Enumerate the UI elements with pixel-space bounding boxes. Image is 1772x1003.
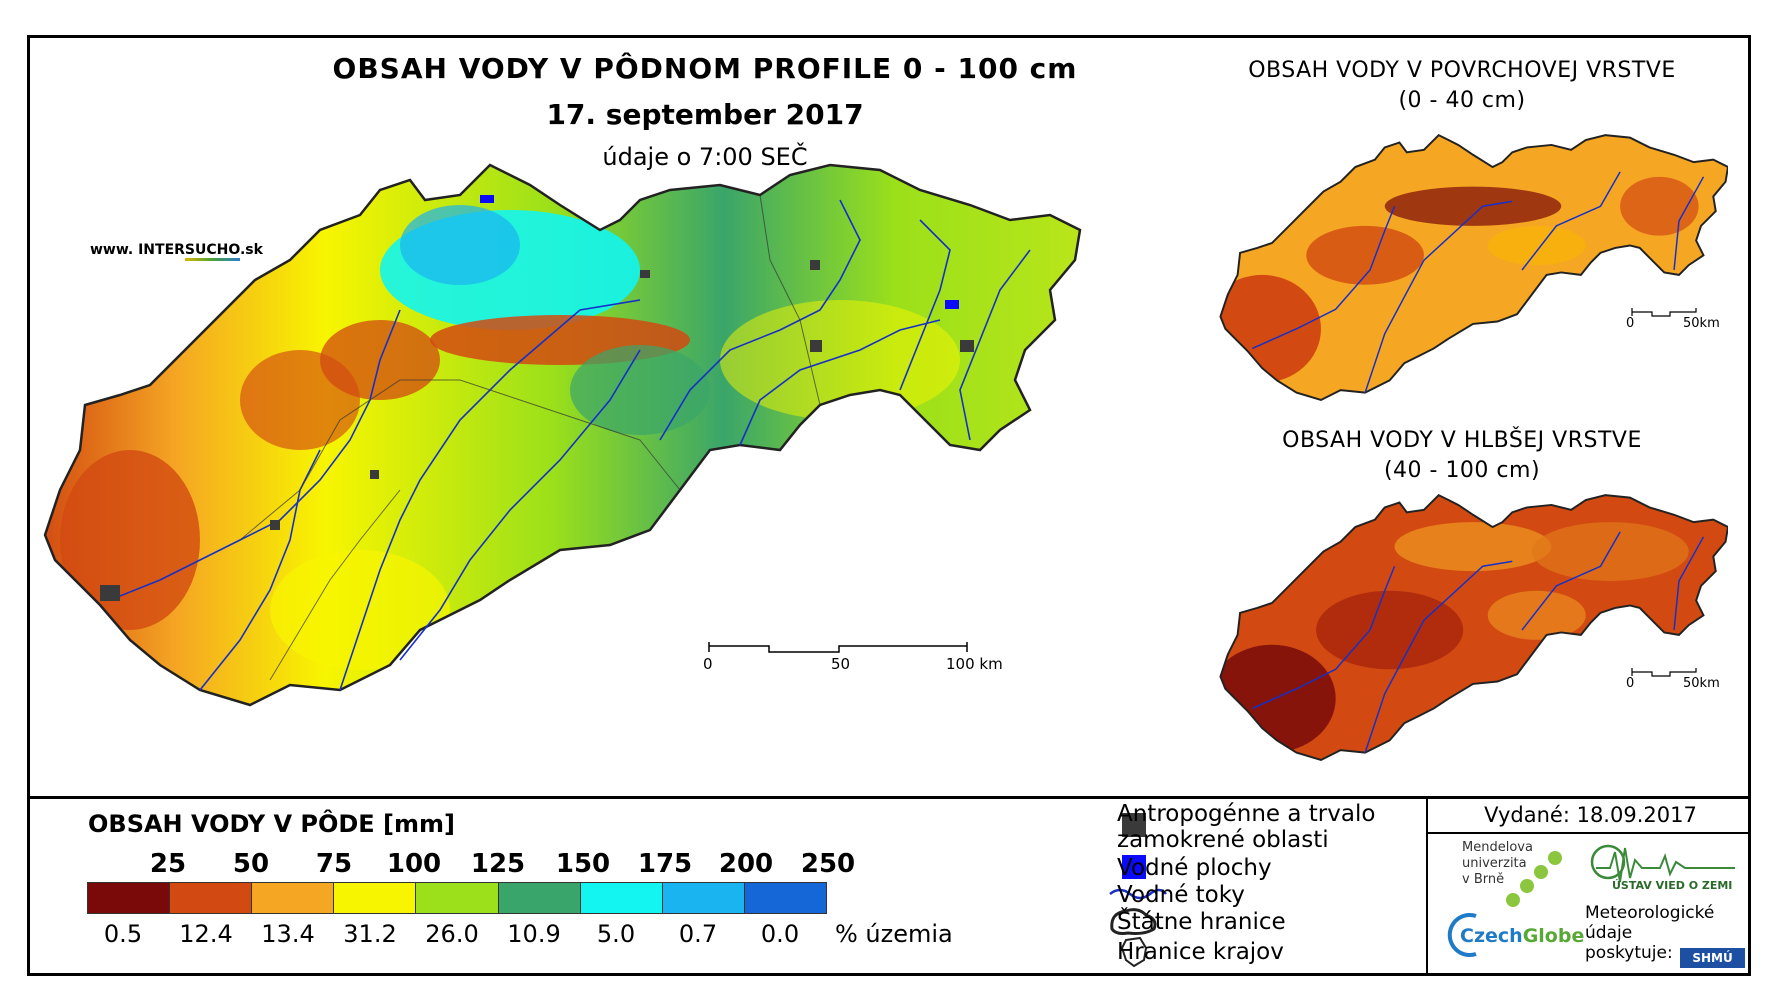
inset-deep-map (1219, 493, 1728, 762)
legend-percent-unit: % územia (835, 920, 953, 948)
legend-percent: 0.7 (678, 920, 718, 948)
legend-tick: 150 (555, 849, 611, 879)
brand-suffix: .sk (239, 242, 263, 258)
legend-state-border: Štátne hranice (1117, 909, 1286, 935)
inset-deep-title: OBSAH VODY V HLBŠEJ VRSTVE (1282, 428, 1642, 453)
uvz-text: ÚSTAV VIED O ZEMI (1612, 879, 1733, 892)
met-line: Meteorologické (1585, 903, 1715, 923)
inset-surface-subtitle: (0 - 40 cm) (1398, 88, 1526, 113)
legend-swatch (334, 883, 417, 913)
czechglobe-arc-icon (1447, 913, 1477, 957)
legend-percent: 12.4 (179, 920, 233, 948)
legend-percent: 26.0 (425, 920, 479, 948)
mendel-line: Mendelova (1462, 840, 1533, 855)
brand-accent: SUCHO (184, 242, 240, 261)
legend-tick: 75 (315, 849, 353, 879)
urban-area-icon (1122, 813, 1146, 837)
main-map-time: údaje o 7:00 SEČ (602, 143, 808, 171)
legend-color-bar (87, 882, 827, 914)
legend-divider (27, 796, 1751, 799)
main-map-title: OBSAH VODY V PÔDNOM PROFILE 0 - 100 cm (332, 52, 1078, 85)
info-divider (1426, 796, 1428, 976)
uvz-logo-icon (1590, 844, 1735, 883)
legend-percent: 13.4 (261, 920, 315, 948)
legend-water-bodies: Vodné plochy (1117, 855, 1272, 881)
legend-swatch (580, 883, 663, 913)
water-body-icon (1122, 855, 1146, 879)
legend-tick: 25 (149, 849, 187, 879)
legend-tick: 200 (718, 849, 774, 879)
met-data-text: Meteorologické údaje poskytuje: (1585, 903, 1714, 963)
legend-percent: 0.5 (103, 920, 143, 948)
legend-tick: 50 (232, 849, 270, 879)
legend-tick: 175 (637, 849, 693, 879)
inset-surface-title: OBSAH VODY V POVRCHOVEJ VRSTVE (1248, 58, 1676, 83)
inset-deep-scale-bar (1631, 668, 1697, 677)
region-border-icon (1120, 936, 1148, 968)
legend-swatch (744, 883, 826, 913)
legend-swatch (252, 883, 335, 913)
legend-title: OBSAH VODY V PÔDE [mm] (88, 810, 456, 838)
legend-percent: 5.0 (596, 920, 636, 948)
legend-tick: 125 (470, 849, 526, 879)
shmu-logo: SHMÚ (1680, 948, 1745, 968)
czechglobe-b: Globe (1522, 925, 1585, 947)
state-border-icon (1110, 908, 1157, 935)
mendel-dots-icon (1506, 851, 1562, 907)
legend-tick: 250 (800, 849, 856, 879)
intersucho-link[interactable]: www. INTERSUCHO.sk (90, 242, 263, 261)
legend-region-border: Hranice krajov (1117, 939, 1284, 965)
legend-tick: 100 (386, 849, 442, 879)
inset-deep-scale-0: 0 (1626, 676, 1635, 691)
legend-swatch (416, 883, 499, 913)
inset-surface-scale-50: 50km (1683, 316, 1720, 331)
legend-swatch (498, 883, 581, 913)
legend-swatch (662, 883, 745, 913)
inset-surface-scale-0: 0 (1626, 316, 1635, 331)
brand-prefix: www. INTER (90, 242, 185, 258)
mendel-line: v Brně (1462, 872, 1505, 887)
issued-date: Vydané: 18.09.2017 (1484, 803, 1697, 827)
czechglobe-logo: CzechGlobe (1460, 925, 1584, 947)
legend-percent: 0.0 (760, 920, 800, 948)
met-line: údaje (1585, 923, 1633, 943)
legend-percent: 31.2 (343, 920, 397, 948)
main-map-date: 17. september 2017 (546, 98, 864, 131)
legend-swatch (170, 883, 253, 913)
main-scale-50: 50 (831, 655, 851, 673)
met-line: poskytuje: (1585, 943, 1673, 963)
mendel-logo-text: Mendelova univerzita v Brně (1462, 840, 1533, 888)
main-scale-bar (708, 642, 968, 653)
river-icon (1109, 888, 1167, 900)
legend-anthropogenic-1: Antropogénne a trvalo (1117, 801, 1376, 827)
inset-surface-map (1219, 133, 1728, 402)
legend-percent: 10.9 (507, 920, 561, 948)
mendel-line: univerzita (1462, 856, 1527, 871)
inset-surface-scale-bar (1631, 308, 1697, 317)
inset-deep-subtitle: (40 - 100 cm) (1383, 458, 1541, 483)
main-map (43, 163, 1082, 707)
czechglobe-a: Czech (1460, 925, 1523, 947)
main-scale-0: 0 (703, 655, 713, 673)
inset-deep-scale-50: 50km (1683, 676, 1720, 691)
issued-separator (1428, 832, 1751, 834)
main-scale-100: 100 km (946, 655, 1003, 673)
legend-anthropogenic-2: zamokrené oblasti (1117, 827, 1329, 853)
legend-rivers: Vodné toky (1117, 882, 1245, 908)
legend-swatch (88, 883, 171, 913)
